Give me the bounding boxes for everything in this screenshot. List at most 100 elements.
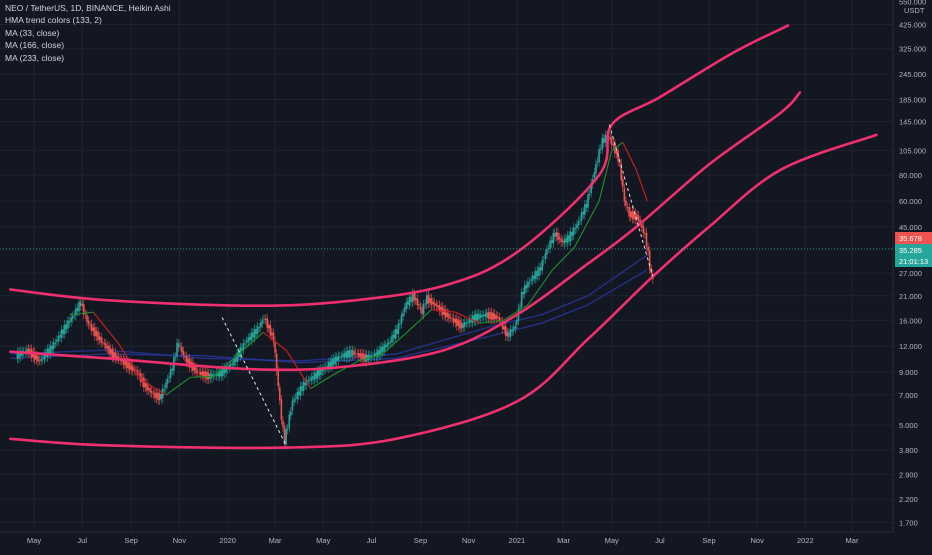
candle-body: [438, 304, 441, 312]
candle-body: [615, 150, 618, 154]
indicator-hma[interactable]: HMA trend colors (133, 2): [5, 15, 102, 26]
candle-body: [362, 354, 365, 361]
candle-body: [327, 362, 330, 369]
candle-body: [419, 306, 422, 309]
candle-body: [310, 376, 313, 381]
candle-body: [446, 312, 449, 317]
candle-body: [76, 307, 79, 312]
candle-body: [427, 295, 430, 304]
candle-body: [56, 339, 58, 342]
candle-body: [539, 267, 542, 271]
hma-segment: [165, 376, 191, 396]
candle-body: [78, 301, 80, 312]
candle-body: [574, 228, 577, 230]
candle-body: [59, 335, 61, 338]
candle-body: [547, 247, 550, 249]
hma-segment: [213, 353, 240, 377]
candle-body: [421, 307, 423, 314]
hma-segment: [406, 309, 432, 333]
candle-body: [267, 324, 270, 329]
candle-body: [579, 219, 581, 221]
time-axis-label: Mar: [557, 536, 570, 545]
candle-body: [520, 291, 523, 307]
candle-body: [430, 298, 433, 305]
candle-body: [100, 337, 102, 343]
candle-body: [497, 316, 499, 319]
candle-body: [511, 330, 513, 332]
candle-body: [174, 356, 177, 358]
countdown-tag-bg: [895, 255, 932, 267]
candle-body: [335, 357, 338, 362]
candle-body: [361, 352, 363, 360]
candle-body: [38, 359, 41, 361]
candle-body: [89, 325, 91, 326]
candle-body: [261, 320, 264, 324]
candle-body: [512, 327, 515, 331]
candle-body: [350, 350, 352, 357]
candle-body: [288, 414, 291, 428]
candle-body: [334, 356, 336, 365]
candle-body: [70, 317, 72, 322]
candle-body: [242, 343, 245, 350]
candle-body: [313, 372, 316, 381]
hma-segment: [574, 200, 600, 248]
candle-body: [130, 365, 133, 370]
time-axis-label: Jul: [77, 536, 87, 545]
candle-body: [637, 215, 640, 222]
candle-body: [599, 148, 602, 150]
candle-body: [381, 346, 384, 353]
price-axis-label: 9.000: [899, 368, 918, 377]
symbol-title[interactable]: NEO / TetherUS, 1D, BINANCE, Heikin Ashi: [5, 3, 171, 13]
candle-body: [234, 358, 237, 362]
price-axis-label: 3.800: [899, 446, 918, 455]
current-price-tag-bg: [895, 244, 932, 256]
candle-body: [154, 392, 156, 398]
candle-body: [282, 420, 284, 428]
candle-body: [459, 320, 461, 329]
candle-body: [280, 399, 283, 420]
candle-body: [405, 302, 408, 309]
candle-body: [260, 322, 262, 328]
candle-body: [171, 368, 174, 371]
candle-body: [482, 314, 485, 317]
candle-body: [449, 317, 452, 319]
candle-body: [495, 315, 498, 319]
candle-body: [642, 226, 645, 234]
price-axis-label: 16.000: [899, 316, 922, 325]
candle-body: [199, 371, 202, 375]
candle-body: [92, 327, 95, 332]
time-axis-label: Jul: [655, 536, 665, 545]
hma-segment: [190, 375, 215, 378]
candle-body: [220, 369, 223, 377]
candle-body: [109, 348, 112, 354]
candle-body: [542, 260, 545, 262]
candle-body: [229, 364, 232, 367]
indicator-ma-166[interactable]: MA (166, close): [5, 40, 65, 51]
candle-body: [26, 349, 28, 353]
hma-segment: [69, 311, 94, 316]
candle-body: [440, 306, 442, 312]
candle-body: [590, 183, 592, 194]
candle-body: [125, 359, 128, 369]
candle-body: [318, 370, 321, 376]
dashed-trend-line: [608, 124, 654, 277]
candle-body: [465, 323, 468, 325]
indicator-ma-33[interactable]: MA (33, close): [5, 27, 60, 38]
indicator-ma-233[interactable]: MA (233, close): [5, 52, 65, 63]
candle-body: [384, 345, 387, 348]
candle-body: [228, 365, 231, 369]
candle-body: [131, 366, 134, 372]
candle-body: [558, 237, 561, 240]
candle-body: [299, 386, 302, 396]
time-axis-label: Mar: [846, 536, 859, 545]
candle-body: [601, 137, 604, 150]
candle-body: [593, 172, 596, 178]
candle-body: [505, 326, 507, 337]
candle-body: [587, 194, 589, 208]
candle-body: [595, 163, 597, 174]
candle-body: [301, 386, 303, 392]
candle-body: [57, 336, 60, 341]
candle-body: [568, 235, 570, 242]
